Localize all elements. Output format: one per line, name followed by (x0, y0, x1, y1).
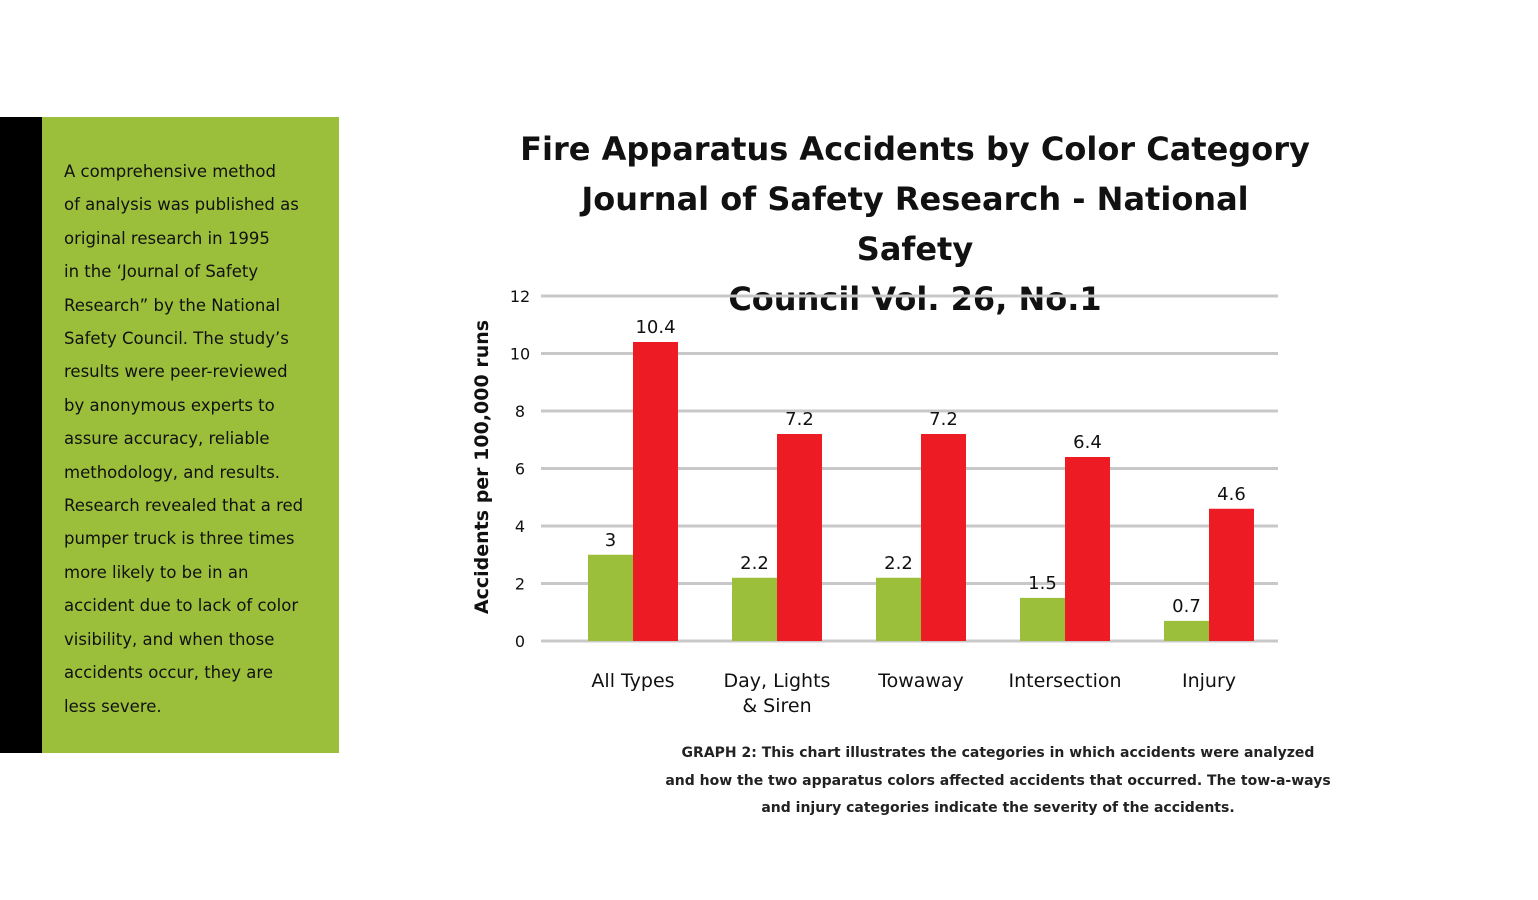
bar (876, 577, 921, 641)
y-tick-label: 6 (515, 460, 525, 479)
info-panel: A comprehensive method of analysis was p… (42, 117, 339, 753)
bars (588, 342, 1254, 641)
data-label: 10.4 (635, 317, 675, 338)
bar (1164, 620, 1209, 641)
bar (1209, 508, 1254, 641)
data-label: 1.5 (1028, 573, 1057, 594)
x-tick-label: Day, Lights & Siren (724, 670, 831, 717)
y-axis-ticks: 0 2 4 6 8 10 12 (510, 287, 530, 651)
data-label: 4.6 (1217, 484, 1246, 505)
x-tick-label: Towaway (877, 670, 964, 692)
info-panel-text: A comprehensive method of analysis was p… (64, 162, 304, 716)
x-tick-label: Injury (1182, 670, 1236, 692)
graph-caption: GRAPH 2: This chart illustrates the cate… (665, 745, 1331, 816)
bar (1065, 457, 1110, 641)
y-tick-label: 4 (515, 517, 525, 536)
data-label: 3 (605, 530, 616, 551)
y-tick-label: 8 (515, 402, 525, 421)
black-accent-bar (0, 117, 42, 753)
x-axis-ticks: All Types Day, Lights & Siren Towaway Inters… (591, 670, 1236, 717)
x-tick-label: All Types (591, 670, 674, 692)
bar (633, 342, 678, 641)
bar (1020, 597, 1065, 641)
y-tick-label: 12 (510, 287, 530, 306)
y-tick-label: 2 (515, 575, 525, 594)
data-label: 7.2 (929, 409, 958, 430)
data-label: 6.4 (1073, 432, 1102, 453)
x-tick-label: Intersection (1008, 670, 1121, 692)
bar (732, 577, 777, 641)
bar (777, 434, 822, 641)
y-tick-label: 10 (510, 345, 530, 364)
bar (588, 554, 633, 641)
y-axis-label: Accidents per 100,000 runs (471, 320, 493, 614)
data-labels: 3 2.2 2.2 1.5 0.7 10.4 7.2 7.2 6.4 4.6 (605, 317, 1246, 617)
data-label: 2.2 (740, 553, 769, 574)
y-tick-label: 0 (515, 632, 525, 651)
chart-title: Fire Apparatus Accidents by Color Catego… (520, 130, 1310, 318)
data-label: 0.7 (1172, 596, 1201, 617)
bar (921, 434, 966, 641)
data-label: 2.2 (884, 553, 913, 574)
data-label: 7.2 (785, 409, 814, 430)
